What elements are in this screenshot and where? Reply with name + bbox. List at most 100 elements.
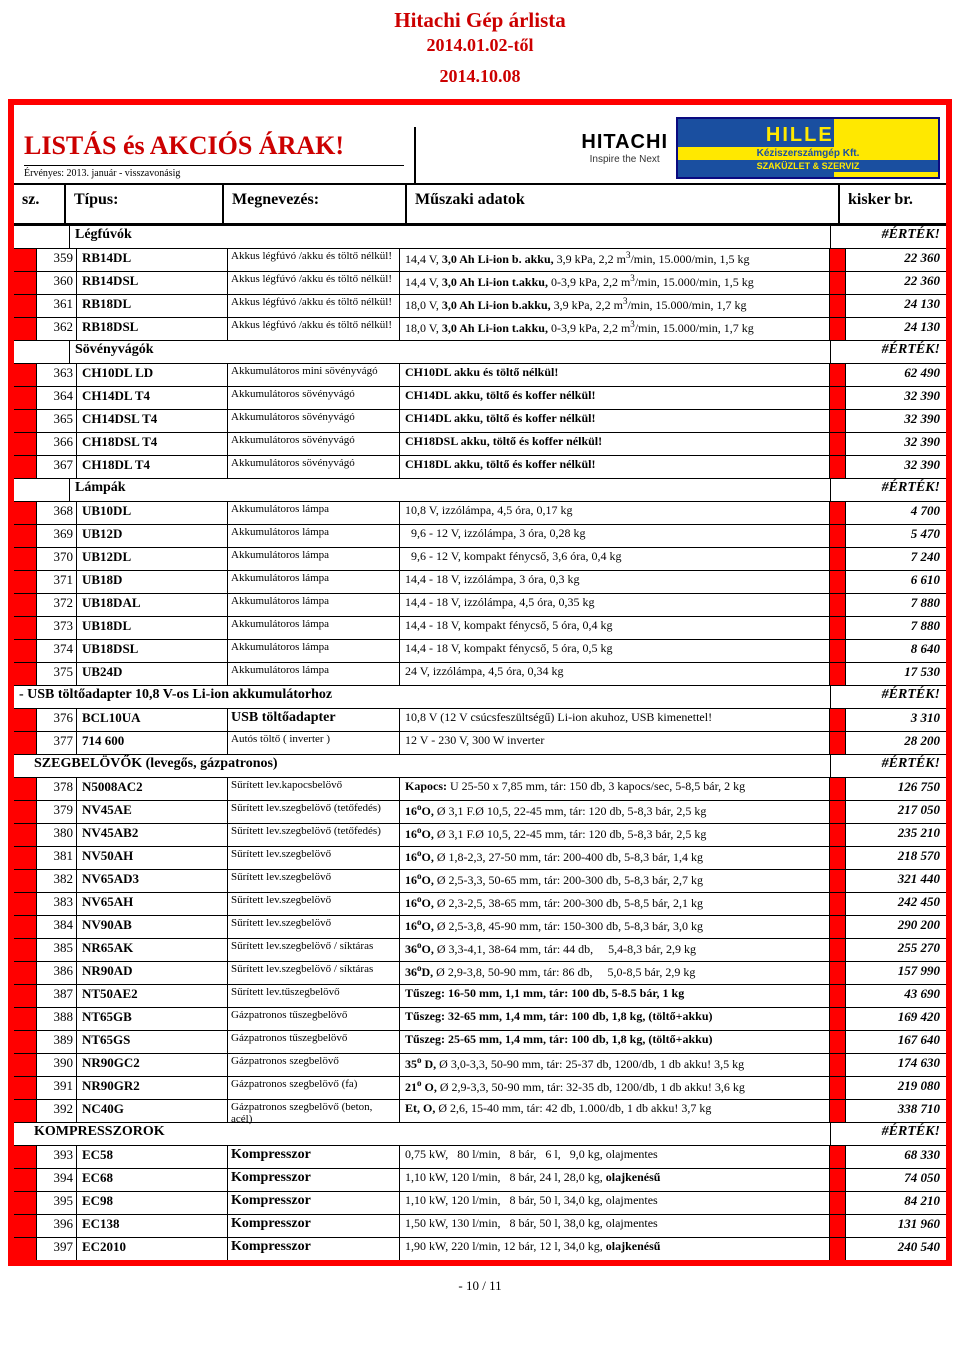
- row-type: EC98: [77, 1192, 228, 1214]
- row-desc: Sűrített lev.szegbelövő / síktáras: [228, 962, 400, 984]
- marker-red: [14, 387, 37, 409]
- row-spec: 16oO, Ø 1,8-2,3, 27-50 mm, tár: 200-400 …: [400, 847, 830, 869]
- row-spec: 9,6 - 12 V, kompakt fénycső, 3,6 óra, 0,…: [400, 548, 830, 570]
- marker-red: [14, 640, 37, 662]
- section-label: Sövényvágók: [70, 341, 831, 363]
- row-type: NV65AH: [77, 893, 228, 915]
- marker-red2: [830, 1031, 846, 1053]
- page-footer: - 10 / 11: [0, 1268, 960, 1304]
- row-desc: Akkus légfúvó /akku és töltő nélkül!: [228, 318, 400, 340]
- row-price: 5 470: [846, 525, 946, 547]
- marker-red2: [830, 709, 846, 731]
- row-price: 7 240: [846, 548, 946, 570]
- row-price: 74 050: [846, 1169, 946, 1191]
- table-row: 397EC2010Kompresszor1,90 kW, 220 l/min, …: [14, 1237, 946, 1260]
- marker-red2: [830, 663, 846, 685]
- marker-red: [14, 709, 37, 731]
- table-row: 367CH18DL T4Akkumulátoros sövényvágóCH18…: [14, 455, 946, 478]
- row-num: 369: [37, 525, 77, 547]
- row-type: UB18DAL: [77, 594, 228, 616]
- marker-red2: [830, 617, 846, 639]
- row-spec: 14,4 - 18 V, izzólámpa, 4,5 óra, 0,35 kg: [400, 594, 830, 616]
- section-err: #ÉRTÉK!: [831, 1123, 946, 1145]
- row-spec: 0,75 kW, 80 l/min, 8 bár, 6 l, 9,0 kg, o…: [400, 1146, 830, 1168]
- marker-red: [14, 364, 37, 386]
- row-type: NR90AD: [77, 962, 228, 984]
- row-spec: 10,8 V, izzólámpa, 4,5 óra, 0,17 kg: [400, 502, 830, 524]
- row-price: 84 210: [846, 1192, 946, 1214]
- row-spec: 24 V, izzólámpa, 4,5 óra, 0,34 kg: [400, 663, 830, 685]
- page-title: Hitachi Gép árlista: [0, 0, 960, 35]
- row-price: 17 530: [846, 663, 946, 685]
- marker-red: [14, 272, 37, 294]
- marker-red: [14, 1054, 37, 1076]
- row-num: 394: [37, 1169, 77, 1191]
- row-num: 380: [37, 824, 77, 846]
- row-num: 374: [37, 640, 77, 662]
- table-row: 365CH14DSL T4Akkumulátoros sövényvágóCH1…: [14, 409, 946, 432]
- row-num: 375: [37, 663, 77, 685]
- row-type: EC2010: [77, 1238, 228, 1260]
- marker-red: [14, 801, 37, 823]
- row-spec: Tűszeg: 16-50 mm, 1,1 mm, tár: 100 db, 5…: [400, 985, 830, 1007]
- table-row: 380NV45AB2Sűrített lev.szegbelövő (tetőf…: [14, 823, 946, 846]
- row-desc: Akkus légfúvó /akku és töltő nélkül!: [228, 295, 400, 317]
- row-desc: Akkumulátoros lámpa: [228, 548, 400, 570]
- row-type: NR65AK: [77, 939, 228, 961]
- row-desc: Sűrített lev.tűszegbelövő: [228, 985, 400, 1007]
- table-row: 376BCL10UAUSB töltőadapter10,8 V (12 V c…: [14, 708, 946, 731]
- hitachi-logo: HITACHI Inspire the Next: [581, 131, 668, 165]
- marker-red: [14, 1077, 37, 1099]
- row-spec: 16oO, Ø 2,5-3,3, 50-65 mm, tár: 200-300 …: [400, 870, 830, 892]
- marker-red: [14, 1238, 37, 1260]
- marker-red2: [830, 364, 846, 386]
- row-num: 378: [37, 778, 77, 800]
- row-type: NV65AD3: [77, 870, 228, 892]
- marker-red2: [830, 433, 846, 455]
- table-row: 387NT50AE2Sűrített lev.tűszegbelövőTűsze…: [14, 984, 946, 1007]
- marker-red2: [830, 295, 846, 317]
- row-desc: Akkumulátoros mini sövényvágó: [228, 364, 400, 386]
- table-row: 385NR65AKSűrített lev.szegbelövő / síktá…: [14, 938, 946, 961]
- marker-red: [14, 594, 37, 616]
- row-spec: 18,0 V, 3,0 Ah Li-ion t.akku, 0-3,9 kPa,…: [400, 318, 830, 340]
- row-price: 157 990: [846, 962, 946, 984]
- row-desc: Akkumulátoros lámpa: [228, 525, 400, 547]
- row-spec: 1,10 kW, 120 l/min, 8 bár, 50 l, 34,0 kg…: [400, 1192, 830, 1214]
- marker-red2: [830, 870, 846, 892]
- marker-red2: [830, 387, 846, 409]
- row-type: BCL10UA: [77, 709, 228, 731]
- row-spec: 16oO, Ø 2,3-2,5, 38-65 mm, tár: 200-300 …: [400, 893, 830, 915]
- row-desc: Kompresszor: [228, 1215, 400, 1237]
- row-desc: Akkumulátoros lámpa: [228, 502, 400, 524]
- row-spec: Et, O, Ø 2,6, 15-40 mm, tár: 42 db, 1.00…: [400, 1100, 830, 1122]
- marker-red: [14, 732, 37, 754]
- marker-red2: [830, 985, 846, 1007]
- row-num: 371: [37, 571, 77, 593]
- row-price: 126 750: [846, 778, 946, 800]
- marker-red2: [830, 640, 846, 662]
- row-num: 395: [37, 1192, 77, 1214]
- row-num: 396: [37, 1215, 77, 1237]
- col-sz: sz.: [14, 185, 66, 223]
- row-num: 393: [37, 1146, 77, 1168]
- row-type: NT65GB: [77, 1008, 228, 1030]
- marker-red: [14, 249, 37, 271]
- row-num: 381: [37, 847, 77, 869]
- table-row: 395EC98Kompresszor1,10 kW, 120 l/min, 8 …: [14, 1191, 946, 1214]
- row-spec: Kapocs: U 25-50 x 7,85 mm, tár: 150 db, …: [400, 778, 830, 800]
- marker-red: [14, 548, 37, 570]
- table-row: 372UB18DALAkkumulátoros lámpa14,4 - 18 V…: [14, 593, 946, 616]
- row-desc: Sűrített lev.szegbelövő (tetőfedés): [228, 824, 400, 846]
- table-row: 366CH18DSL T4Akkumulátoros sövényvágóCH1…: [14, 432, 946, 455]
- row-spec: 10,8 V (12 V csúcsfeszültségű) Li-ion ak…: [400, 709, 830, 731]
- marker-red2: [830, 249, 846, 271]
- table-row: 359RB14DLAkkus légfúvó /akku és töltő né…: [14, 248, 946, 271]
- row-num: 390: [37, 1054, 77, 1076]
- row-num: 367: [37, 456, 77, 478]
- marker-red: [14, 663, 37, 685]
- row-price: 131 960: [846, 1215, 946, 1237]
- row-desc: Akkumulátoros lámpa: [228, 594, 400, 616]
- row-desc: Kompresszor: [228, 1238, 400, 1260]
- row-type: CH18DL T4: [77, 456, 228, 478]
